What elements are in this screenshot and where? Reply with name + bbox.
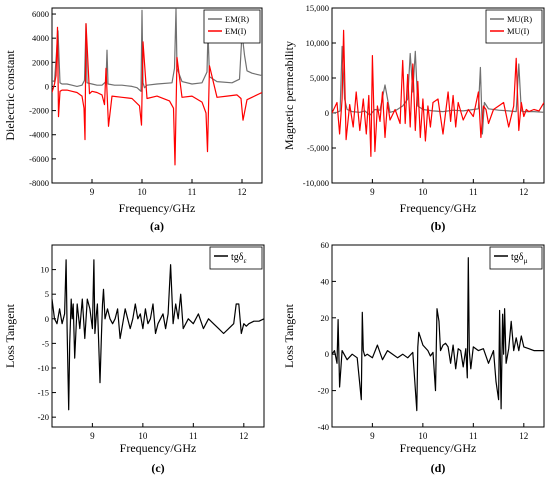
- y-tick-label: -20: [38, 412, 49, 422]
- series-line-0: [52, 259, 264, 411]
- panel-label: (a): [150, 219, 164, 233]
- x-tick-label: 10: [138, 431, 148, 441]
- legend-label-0: EM(R): [225, 14, 249, 24]
- y-tick-label: 5,000: [310, 73, 329, 83]
- plot-frame: [51, 244, 265, 428]
- legend-label-subscript: ε: [244, 256, 247, 265]
- x-tick-label: 10: [138, 187, 148, 197]
- series-line-1: [332, 29, 544, 157]
- chart-panel-3: -40 -20 0 20 40 60 9 10 11 12 tgδμ Frequency/GHz Los…: [282, 240, 545, 475]
- panel-label: (d): [431, 461, 446, 475]
- y-tick-label: 0: [45, 314, 49, 324]
- x-axis-label: Frequency/GHz: [119, 201, 196, 215]
- legend-label-1: MU(I): [507, 26, 529, 36]
- y-axis-label: Loss Tangent: [282, 303, 296, 368]
- x-axis-label: Frequency/GHz: [400, 201, 477, 215]
- y-tick-label: 10: [41, 265, 50, 275]
- legend-label-1: EM(I): [225, 26, 246, 36]
- legend-label-main: tgδ: [231, 252, 244, 263]
- y-tick-label: 0: [325, 349, 329, 359]
- series-line-1: [52, 23, 262, 166]
- panel-label: (b): [431, 219, 446, 233]
- legend-label-0: tgδε: [231, 252, 247, 265]
- x-tick-label: 12: [238, 187, 247, 197]
- x-tick-label: 10: [418, 187, 428, 197]
- x-tick-label: 9: [370, 187, 375, 197]
- y-tick-label: -20: [318, 386, 329, 396]
- plot-frame: [331, 7, 545, 184]
- y-tick-label: 2000: [32, 57, 49, 67]
- legend-label-main: tgδ: [511, 252, 524, 263]
- plot-frame: [331, 244, 545, 428]
- y-tick-label: -8000: [29, 178, 49, 188]
- chart-panel-1: -10,000 -5,000 0 5,000 10,000 15,000 9 10 11 12 MU…: [282, 3, 545, 233]
- y-tick-label: 20: [321, 313, 330, 323]
- x-tick-label: 9: [90, 431, 95, 441]
- y-axis-label: Loss Tangent: [3, 303, 17, 368]
- y-tick-label: 5: [45, 289, 49, 299]
- y-tick-label: 10,000: [306, 38, 329, 48]
- y-tick-label: -5: [42, 338, 49, 348]
- y-tick-label: -10,000: [303, 178, 329, 188]
- x-axis-label: Frequency/GHz: [120, 441, 197, 455]
- y-tick-label: 40: [321, 276, 330, 286]
- x-tick-label: 11: [188, 187, 197, 197]
- legend-label-0: MU(R): [507, 14, 532, 24]
- y-tick-label: -5,000: [307, 143, 329, 153]
- y-tick-label: 6000: [32, 9, 49, 19]
- x-tick-label: 11: [189, 431, 198, 441]
- legend-label-0: tgδμ: [511, 252, 528, 265]
- y-tick-label: -2000: [29, 106, 49, 116]
- chart-panel-2: -20 -15 -10 -5 0 5 10 9 10 11 12 tgδε Frequency/GHz L…: [3, 244, 265, 475]
- y-tick-label: -40: [318, 422, 329, 432]
- x-tick-label: 11: [469, 431, 478, 441]
- x-tick-label: 12: [239, 431, 248, 441]
- chart-panel-0: -8000 -6000 -4000 -2000 0 2000 4000 6000 9 10 11 12…: [3, 7, 263, 233]
- x-tick-label: 11: [469, 187, 478, 197]
- y-tick-label: -10: [38, 363, 49, 373]
- legend-label-subscript: μ: [524, 256, 528, 265]
- y-tick-label: -6000: [29, 154, 49, 164]
- legend-box: [203, 9, 261, 44]
- legend-box: [489, 246, 543, 270]
- y-tick-label: 0: [325, 108, 329, 118]
- y-tick-label: 15,000: [306, 3, 329, 13]
- x-tick-label: 9: [370, 431, 375, 441]
- legend-box: [209, 246, 263, 270]
- x-tick-label: 12: [519, 187, 528, 197]
- y-tick-label: 0: [45, 81, 49, 91]
- plot-frame: [51, 7, 263, 184]
- y-axis-label: Dielectric constant: [3, 50, 17, 141]
- x-axis-label: Frequency/GHz: [400, 441, 477, 455]
- series-line-0: [332, 45, 544, 135]
- x-tick-label: 10: [418, 431, 428, 441]
- x-tick-label: 12: [519, 431, 528, 441]
- y-tick-label: 60: [321, 240, 330, 250]
- series-line-0: [332, 257, 544, 412]
- series-line-0: [52, 8, 262, 92]
- panel-label: (c): [151, 461, 164, 475]
- y-tick-label: -4000: [29, 130, 49, 140]
- legend-box: [485, 9, 543, 44]
- y-tick-label: 4000: [32, 33, 49, 43]
- y-axis-label: Magnetic permeability: [282, 41, 296, 150]
- y-tick-label: -15: [38, 388, 49, 398]
- x-tick-label: 9: [90, 187, 95, 197]
